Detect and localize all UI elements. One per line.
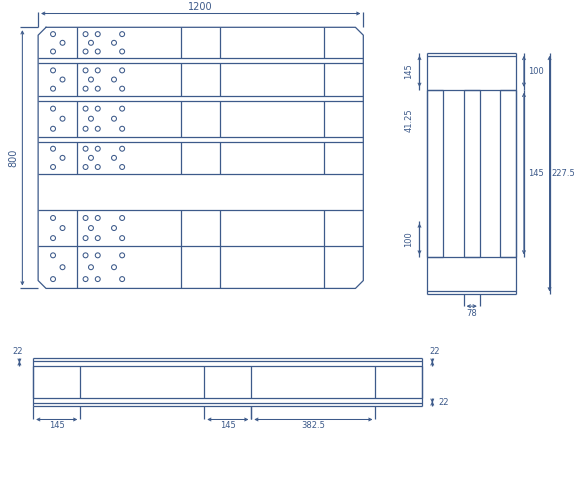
Text: 145: 145 xyxy=(220,421,235,430)
Text: 100: 100 xyxy=(404,231,413,247)
Text: 227.5: 227.5 xyxy=(552,169,575,178)
Text: 22: 22 xyxy=(439,397,450,407)
Text: 145: 145 xyxy=(528,169,543,178)
Text: 800: 800 xyxy=(9,149,19,167)
Text: 145: 145 xyxy=(49,421,64,430)
Text: 145: 145 xyxy=(404,63,413,79)
Text: 1200: 1200 xyxy=(188,1,213,12)
Text: 382.5: 382.5 xyxy=(302,421,325,430)
Text: 78: 78 xyxy=(466,309,477,318)
Text: 22: 22 xyxy=(429,347,440,356)
Text: 22: 22 xyxy=(12,347,23,356)
Text: 41.25: 41.25 xyxy=(404,108,413,132)
Text: 100: 100 xyxy=(528,67,543,76)
